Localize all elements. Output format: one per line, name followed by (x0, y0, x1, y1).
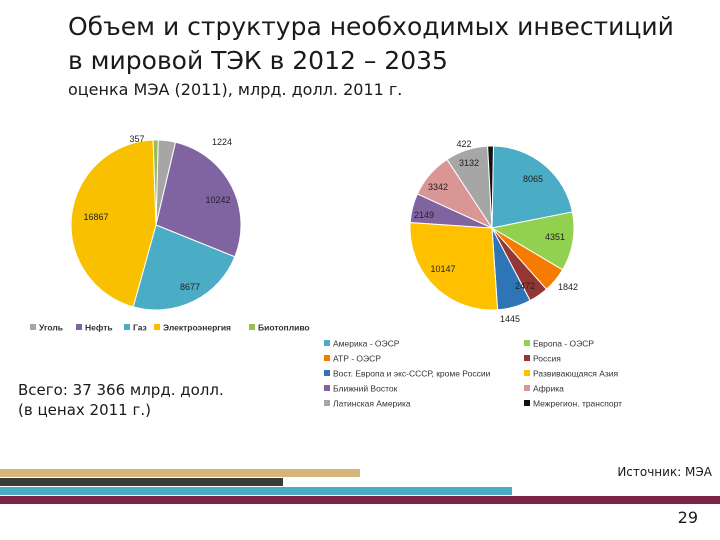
page-subtitle: оценка МЭА (2011), млрд. долл. 2011 г. (68, 80, 403, 99)
legend-swatch-нефть (76, 324, 82, 330)
legend-swatch-межрегион-транспорт (524, 400, 530, 406)
legend-swatch-ближний-восток (324, 385, 330, 391)
pie2-slice-9 (487, 145, 494, 229)
legend-label-латинская-америка: Латинская Америка (333, 399, 411, 409)
pie2-data-label-1: 4351 (545, 232, 565, 242)
legend-swatch-америка-оэср (324, 340, 330, 346)
legend-swatch-биотопливо (249, 324, 255, 330)
pie1-data-label-2: 8677 (180, 282, 200, 292)
pie1-data-label-3: 16867 (83, 212, 108, 222)
pie2-data-label-8: 3132 (459, 158, 479, 168)
legend-label-нефть: Нефть (85, 323, 113, 333)
pie1-data-label-4: 357 (129, 134, 144, 144)
total-investment-note: Всего: 37 366 млрд. долл. (в ценах 2011 … (18, 380, 224, 420)
legend-label-биотопливо: Биотопливо (258, 323, 310, 333)
legend-label-америка-оэср: Америка - ОЭСР (333, 339, 400, 349)
page-title: Объем и структура необходимых инвестиций… (68, 12, 674, 75)
legend-swatch-уголь (30, 324, 36, 330)
pie1-slice-4 (152, 139, 159, 226)
pie-chart-sectors (70, 139, 242, 311)
pie1-slice-2 (132, 224, 236, 311)
legend-label-развивающаяся-азия: Развивающаяся Азия (533, 369, 619, 379)
pie2-slice-0 (491, 145, 573, 229)
legend-swatch-электроэнергия (154, 324, 160, 330)
pie2-data-label-6: 2149 (414, 210, 434, 220)
total-line-1: Всего: 37 366 млрд. долл. (18, 381, 224, 399)
legend-label-атр-оэср: АТР - ОЭСР (333, 354, 381, 364)
pie2-data-label-7: 3342 (428, 182, 448, 192)
pie2-data-label-3: 1445 (500, 314, 520, 324)
legend-sectors: Уголь Нефть Газ Электроэнергия Биотопливо (30, 323, 310, 333)
legend-label-межрегион-транспорт: Межрегион. транспорт (533, 399, 622, 409)
pie1-slice-1 (155, 141, 242, 258)
total-line-2: (в ценах 2011 г.) (18, 401, 151, 419)
legend-swatch-европа-оэср (524, 340, 530, 346)
pie1-data-label-1: 10242 (205, 195, 230, 205)
decor-bar-dark (0, 478, 283, 486)
legend-label-россия: Россия (533, 354, 561, 364)
pie1-data-label-0: 1224 (212, 137, 232, 147)
pie2-data-label-4: 2472 (515, 281, 535, 291)
pie2-data-label-9: 422 (456, 139, 471, 149)
legend-regions: Америка - ОЭСР Европа - ОЭСР АТР - ОЭСР Рос… (324, 339, 622, 409)
page-number: 29 (677, 508, 698, 527)
pie2-data-label-5: 10147 (430, 264, 455, 274)
legend-swatch-вост-европа-и-экс-ссср-кроме-россии (324, 370, 330, 376)
legend-swatch-развивающаяся-азия (524, 370, 530, 376)
legend-label-электроэнергия: Электроэнергия (163, 323, 231, 333)
source-note: Источник: МЭА (617, 465, 712, 479)
legend-swatch-африка (524, 385, 530, 391)
legend-label-уголь: Уголь (39, 323, 63, 333)
pie2-data-label-0: 8065 (523, 174, 543, 184)
legend-label-африка: Африка (533, 384, 564, 394)
legend-label-газ: Газ (133, 323, 147, 333)
pie2-slice-5 (409, 221, 499, 311)
decor-bar-blue (0, 487, 512, 495)
legend-swatch-газ (124, 324, 130, 330)
legend-swatch-латинская-америка (324, 400, 330, 406)
legend-swatch-атр-оэср (324, 355, 330, 361)
decor-bar-maroon (0, 496, 720, 504)
legend-swatch-россия (524, 355, 530, 361)
pie1-slice-3 (70, 139, 157, 308)
legend-label-европа-оэср: Европа - ОЭСР (533, 339, 594, 349)
legend-label-ближний-восток: Ближний Восток (333, 384, 398, 394)
decor-bar-tan (0, 469, 360, 477)
pie2-data-label-2: 1842 (558, 282, 578, 292)
legend-label-вост-европа-и-экс-ссср-кроме-россии: Вост. Европа и экс-СССР, кроме России (333, 369, 491, 379)
pie-chart-regions (409, 145, 575, 311)
